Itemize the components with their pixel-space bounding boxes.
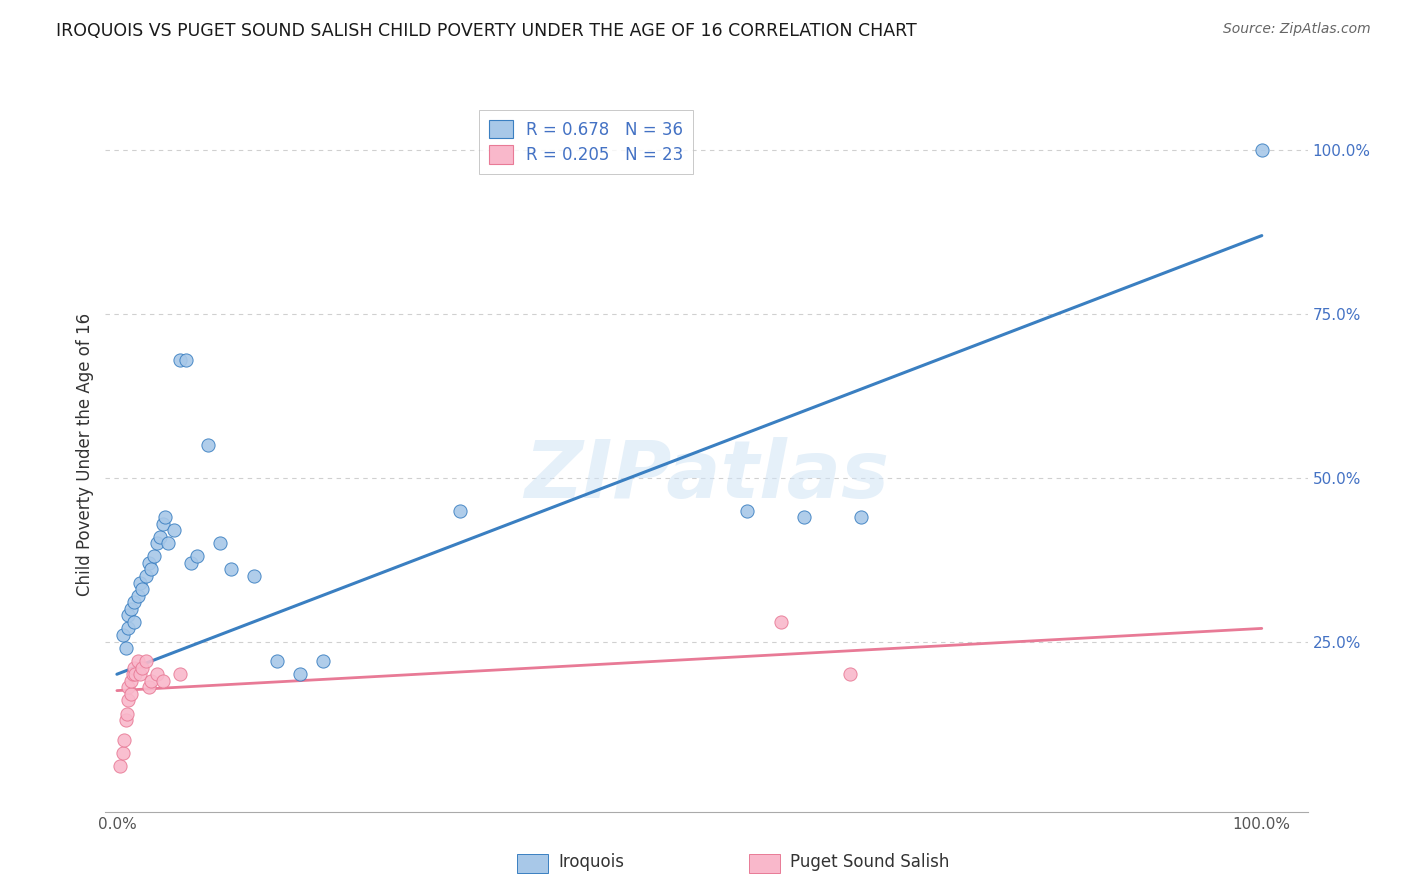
Point <box>169 353 191 368</box>
Point <box>1250 144 1272 158</box>
Point <box>110 759 132 773</box>
Point <box>122 615 145 629</box>
Point <box>120 687 142 701</box>
Point <box>135 569 157 583</box>
Point <box>174 353 197 368</box>
Point <box>117 693 139 707</box>
Point <box>120 673 142 688</box>
Point <box>266 654 288 668</box>
Point <box>135 654 157 668</box>
Point <box>180 556 202 570</box>
Point <box>127 589 149 603</box>
Text: Iroquois: Iroquois <box>558 853 624 871</box>
Point <box>115 713 138 727</box>
Point <box>124 667 146 681</box>
Point <box>131 582 153 596</box>
Text: IROQUOIS VS PUGET SOUND SALISH CHILD POVERTY UNDER THE AGE OF 16 CORRELATION CHA: IROQUOIS VS PUGET SOUND SALISH CHILD POV… <box>56 22 917 40</box>
Point <box>838 667 860 681</box>
Point <box>127 654 149 668</box>
Point <box>146 667 169 681</box>
Point <box>122 595 145 609</box>
Point <box>152 673 174 688</box>
Point <box>122 667 145 681</box>
Point <box>157 536 180 550</box>
Text: ZIPatlas: ZIPatlas <box>524 437 889 516</box>
Text: Source: ZipAtlas.com: Source: ZipAtlas.com <box>1223 22 1371 37</box>
Point <box>138 556 160 570</box>
Point <box>131 661 153 675</box>
Point <box>208 536 231 550</box>
Point <box>141 673 163 688</box>
Point <box>769 615 792 629</box>
Point <box>138 681 160 695</box>
Point <box>142 549 165 564</box>
Y-axis label: Child Poverty Under the Age of 16: Child Poverty Under the Age of 16 <box>76 313 94 597</box>
Text: Puget Sound Salish: Puget Sound Salish <box>790 853 949 871</box>
Point <box>449 503 471 517</box>
Point <box>149 530 172 544</box>
Point <box>197 438 219 452</box>
Point <box>111 746 134 760</box>
Point <box>128 667 150 681</box>
Point <box>115 641 138 656</box>
Point <box>111 628 134 642</box>
Point <box>163 523 186 537</box>
Point <box>117 621 139 635</box>
Point <box>128 575 150 590</box>
Point <box>152 516 174 531</box>
Point <box>141 562 163 576</box>
Legend: R = 0.678   N = 36, R = 0.205   N = 23: R = 0.678 N = 36, R = 0.205 N = 23 <box>479 110 693 174</box>
Point <box>117 681 139 695</box>
Point <box>186 549 208 564</box>
Point <box>117 608 139 623</box>
Point <box>312 654 335 668</box>
Point <box>112 732 135 747</box>
Point <box>793 510 815 524</box>
Point <box>146 536 169 550</box>
Point <box>115 706 138 721</box>
Point <box>849 510 872 524</box>
Point <box>120 601 142 615</box>
Point <box>243 569 266 583</box>
Point <box>169 667 191 681</box>
Point <box>122 661 145 675</box>
Point <box>288 667 311 681</box>
Point <box>735 503 758 517</box>
Point <box>153 510 176 524</box>
Point <box>221 562 243 576</box>
